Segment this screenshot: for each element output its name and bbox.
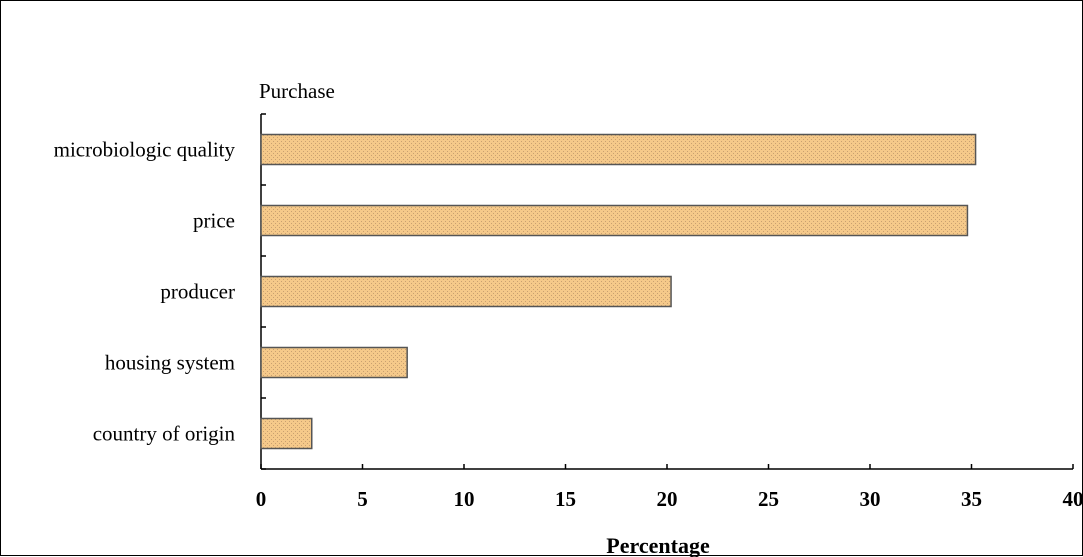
chart-title: Purchase: [259, 79, 335, 103]
bar: [261, 348, 407, 378]
category-label: country of origin: [93, 422, 236, 446]
x-tick-label: 15: [555, 487, 576, 511]
category-label: price: [193, 209, 235, 233]
x-axis-title: Percentage: [606, 533, 710, 557]
x-tick-label: 5: [357, 487, 368, 511]
bar: [261, 419, 312, 449]
x-tick-label: 0: [256, 487, 267, 511]
category-label: housing system: [105, 351, 235, 375]
bar: [261, 277, 671, 307]
x-tick-label: 30: [860, 487, 881, 511]
x-tick-label: 40: [1063, 487, 1083, 511]
bar: [261, 206, 967, 236]
x-tick-label: 25: [758, 487, 779, 511]
x-tick-label: 35: [961, 487, 982, 511]
category-label: producer: [160, 280, 235, 304]
bar: [261, 135, 976, 165]
x-tick-label: 10: [454, 487, 475, 511]
category-label: microbiologic quality: [54, 138, 236, 162]
x-tick-label: 20: [657, 487, 678, 511]
